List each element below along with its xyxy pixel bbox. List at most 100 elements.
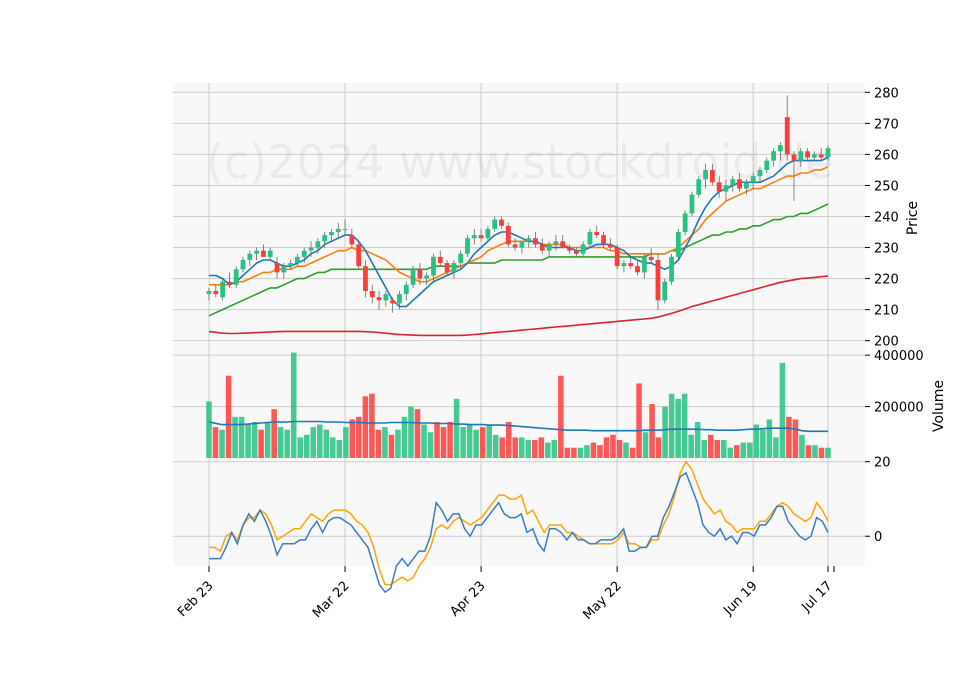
- volume-bar: [603, 437, 610, 458]
- price-y-tick-label: 250: [874, 179, 899, 194]
- candle-body: [601, 235, 606, 245]
- volume-bar: [538, 437, 545, 458]
- volume-bar: [206, 401, 212, 458]
- candle-body: [737, 179, 742, 189]
- candle-body: [703, 169, 708, 180]
- candle-body: [431, 256, 436, 276]
- volume-bar: [655, 437, 662, 458]
- volume-bar: [473, 429, 479, 458]
- candle-body: [648, 256, 654, 260]
- x-tick-label: Jun 19: [720, 579, 760, 619]
- candle-body: [805, 151, 810, 158]
- price-y-tick-label: 270: [874, 117, 899, 132]
- volume-bar: [362, 396, 369, 458]
- candle-body: [471, 235, 477, 239]
- volume-bar: [277, 427, 284, 458]
- volume-bar: [734, 445, 740, 458]
- candle-body: [621, 263, 627, 267]
- volume-bar: [512, 437, 519, 458]
- candle-body: [533, 238, 538, 245]
- volume-bar: [597, 445, 603, 458]
- candle-body: [791, 154, 797, 161]
- candle-body: [458, 253, 464, 264]
- candle-body: [403, 284, 409, 295]
- candle-body: [594, 232, 600, 236]
- candle-body: [778, 145, 783, 152]
- candle-body: [662, 281, 668, 301]
- candle-body: [342, 228, 348, 230]
- candle-body: [689, 194, 695, 214]
- candle-body: [709, 169, 715, 183]
- volume-bar: [316, 424, 323, 458]
- candle-body: [539, 244, 545, 251]
- candle-body: [315, 241, 321, 248]
- x-tick-label: Feb 23: [175, 579, 217, 621]
- volume-bar: [440, 427, 447, 458]
- volume-bar: [571, 447, 577, 458]
- indicator-y-tick-label: 20: [874, 456, 891, 471]
- candle-body: [437, 256, 443, 264]
- candle-body: [764, 160, 770, 170]
- volume-bar: [434, 422, 440, 458]
- volume-y-tick-label: 200000: [874, 401, 924, 416]
- candle-body: [669, 256, 674, 282]
- volume-bar: [825, 447, 831, 458]
- volume-bar: [818, 447, 825, 458]
- volume-bar: [232, 416, 238, 458]
- volume-bar: [558, 375, 564, 458]
- volume-bar: [408, 406, 414, 458]
- candle-body: [376, 297, 382, 301]
- candle-body: [261, 250, 266, 257]
- volume-bar: [812, 445, 818, 458]
- volume-bar: [701, 440, 707, 458]
- price-y-tick-label: 200: [874, 335, 899, 350]
- volume-bar: [453, 398, 460, 458]
- candle-body: [743, 182, 749, 189]
- volume-bar: [584, 445, 590, 458]
- candle-body: [750, 176, 756, 183]
- candle-body: [369, 291, 375, 298]
- candle-body: [281, 266, 287, 273]
- moving-average-lines: [208, 156, 829, 337]
- candle-body: [308, 247, 314, 251]
- volume-bar: [773, 437, 779, 458]
- candle-body: [390, 300, 396, 304]
- grid: [173, 83, 865, 566]
- volume-bar: [382, 427, 388, 458]
- volume-bar: [238, 416, 245, 458]
- candle-body: [213, 291, 219, 295]
- volume-bar: [668, 393, 675, 458]
- volume-bar: [740, 442, 747, 458]
- candle-body: [628, 263, 634, 267]
- volume-bar: [799, 434, 805, 458]
- volume-bar: [545, 442, 551, 458]
- candle-body: [526, 238, 532, 242]
- price-y-tick-label: 280: [874, 86, 899, 101]
- candle-body: [322, 235, 328, 242]
- ma-long-line: [208, 275, 829, 337]
- volume-bar: [610, 434, 616, 458]
- price-y-tick-label: 220: [874, 273, 899, 288]
- candle-body: [233, 269, 239, 285]
- candle-body: [560, 241, 566, 248]
- candle-body: [363, 266, 368, 292]
- candle-body: [553, 241, 559, 245]
- candle-body: [295, 256, 300, 264]
- candle-body: [696, 179, 702, 195]
- volume-bar: [264, 422, 271, 458]
- candle-body: [580, 244, 586, 254]
- volume-bar: [642, 432, 649, 458]
- volume-bar: [225, 375, 232, 458]
- candle-body: [451, 263, 457, 273]
- candle-body: [267, 250, 273, 257]
- candle-body: [417, 269, 423, 279]
- candle-body: [614, 247, 620, 267]
- volume-bar: [551, 440, 558, 458]
- volume-bar: [786, 416, 792, 458]
- candle-body: [573, 250, 579, 254]
- volume-bar: [219, 429, 225, 458]
- candle-body: [607, 244, 613, 248]
- volume-bar: [623, 442, 629, 458]
- volume-bar: [375, 429, 382, 458]
- candle-body: [206, 291, 212, 295]
